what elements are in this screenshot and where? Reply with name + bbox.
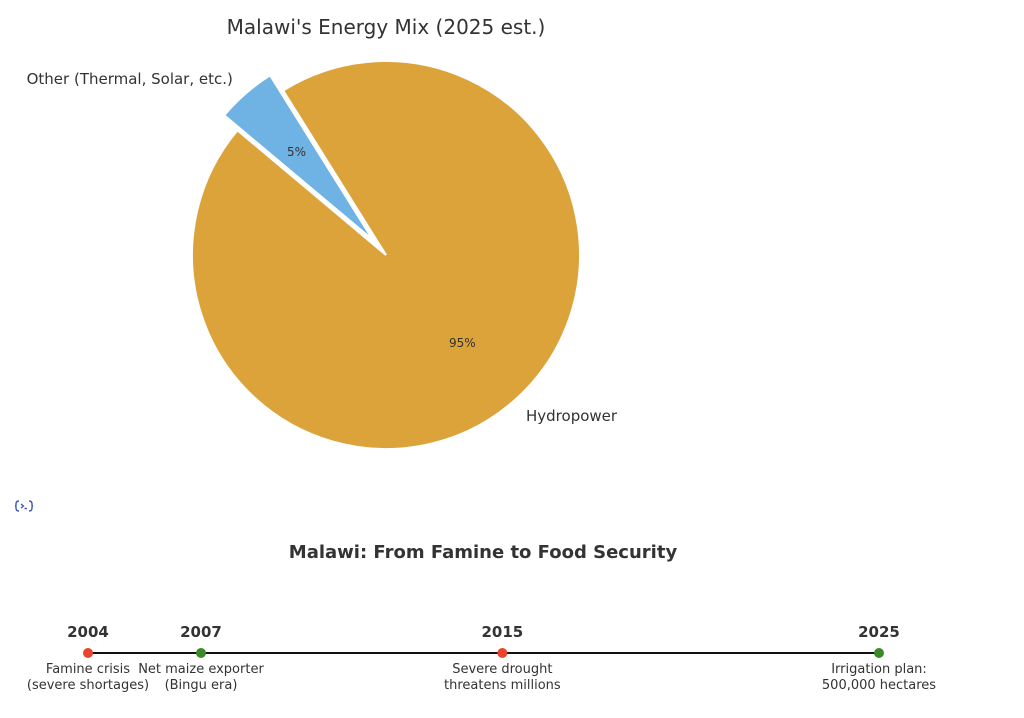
timeline-year-label: 2004 bbox=[67, 623, 109, 641]
timeline-year-label: 2025 bbox=[858, 623, 900, 641]
pie-slice-other-thermal-solar-etc bbox=[222, 74, 374, 241]
food-security-timeline: Malawi: From Famine to Food Security 200… bbox=[27, 542, 936, 693]
timeline-event-label: Irrigation plan: bbox=[831, 662, 927, 677]
pie-chart-title: Malawi's Energy Mix (2025 est.) bbox=[227, 15, 546, 39]
timeline-event-label: (Bingu era) bbox=[165, 678, 238, 693]
code-icon[interactable] bbox=[14, 498, 34, 514]
pie-slice-hydropower bbox=[191, 60, 581, 451]
timeline-event-label: Net maize exporter bbox=[138, 662, 264, 677]
timeline-event-label: Severe drought bbox=[452, 662, 552, 677]
pie-percent-label: 5% bbox=[287, 145, 306, 159]
timeline-event-label: threatens millions bbox=[444, 678, 561, 693]
timeline-marker-2007 bbox=[196, 648, 206, 658]
timeline-year-label: 2015 bbox=[481, 623, 523, 641]
timeline-marker-2025 bbox=[874, 648, 884, 658]
pie-percent-label: 95% bbox=[449, 336, 476, 350]
timeline-event-label: Famine crisis bbox=[46, 662, 130, 677]
timeline-title: Malawi: From Famine to Food Security bbox=[289, 542, 678, 563]
timeline-event-label: 500,000 hectares bbox=[822, 678, 936, 693]
pie-category-label: Other (Thermal, Solar, etc.) bbox=[27, 70, 233, 88]
pie-category-label: Hydropower bbox=[526, 407, 618, 425]
timeline-year-label: 2007 bbox=[180, 623, 222, 641]
timeline-event-label: (severe shortages) bbox=[27, 678, 149, 693]
timeline-marker-2004 bbox=[83, 648, 93, 658]
timeline-marker-2015 bbox=[497, 648, 508, 658]
energy-mix-pie-chart: Malawi's Energy Mix (2025 est.) 95% Hydro… bbox=[27, 15, 618, 451]
